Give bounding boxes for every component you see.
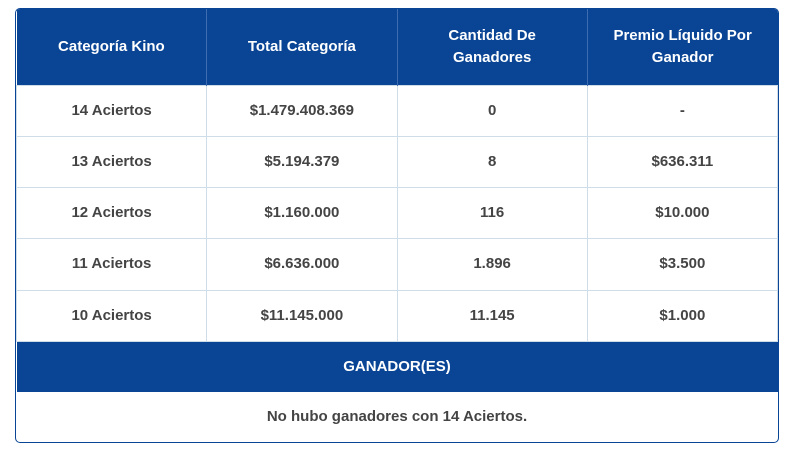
header-row: Categoría Kino Total Categoría Cantidad De… [16, 9, 778, 86]
table-cell: $10.000 [586, 187, 778, 240]
table-cell: 14 Aciertos [16, 84, 208, 138]
table-cell: $3.500 [586, 238, 778, 291]
table-row: 12 Aciertos $1.160.000 116 $10.000 [16, 187, 778, 240]
winners-note-row: No hubo ganadores con 14 Aciertos. [17, 392, 778, 442]
table-cell: $5.194.379 [206, 136, 398, 189]
table-row: 10 Aciertos $11.145.000 11.145 $1.000 [16, 289, 778, 342]
column-header: Cantidad De Ganadores [397, 9, 588, 86]
column-header: Categoría Kino [16, 9, 208, 86]
table-cell: $11.145.000 [206, 289, 398, 342]
column-header: Premio Líquido Por Ganador [587, 9, 778, 86]
table-cell: 13 Aciertos [16, 136, 208, 189]
table-cell: $6.636.000 [206, 238, 398, 291]
table-row: 13 Aciertos $5.194.379 8 $636.311 [16, 136, 778, 189]
table-row: 14 Aciertos $1.479.408.369 0- [16, 84, 778, 138]
table-cell: 12 Aciertos [16, 187, 208, 240]
winners-title: GANADOR(ES) [16, 341, 778, 392]
column-header: Total Categoría [206, 9, 398, 86]
table-cell: 1.896 [396, 238, 588, 291]
table-cell: $636.311 [586, 136, 778, 189]
results-table: Categoría Kino Total Categoría Cantidad De… [15, 8, 779, 443]
table-cell: 116 [396, 187, 588, 240]
winners-note: No hubo ganadores con 14 Aciertos. [266, 407, 528, 425]
table: Categoría Kino Total Categoría Cantidad De… [16, 9, 778, 442]
table-cell: 10 Aciertos [16, 289, 208, 342]
table-cell: 11 Aciertos [16, 238, 208, 291]
table-cell: $1.000 [586, 289, 778, 342]
table-body: 14 Aciertos $1.479.408.369 0-13 Aciertos $5… [16, 84, 778, 443]
table-cell: 0 [396, 84, 588, 138]
table-cell: $1.160.000 [206, 187, 398, 240]
table-cell: 11.145 [396, 289, 588, 342]
table-cell: - [586, 84, 778, 138]
table-row: 11 Aciertos $6.636.000 1.896 $3.500 [16, 238, 778, 291]
winners-title-row: GANADOR(ES) [16, 341, 778, 392]
table-cell: 8 [396, 136, 588, 189]
table-cell: $1.479.408.369 [206, 84, 398, 138]
